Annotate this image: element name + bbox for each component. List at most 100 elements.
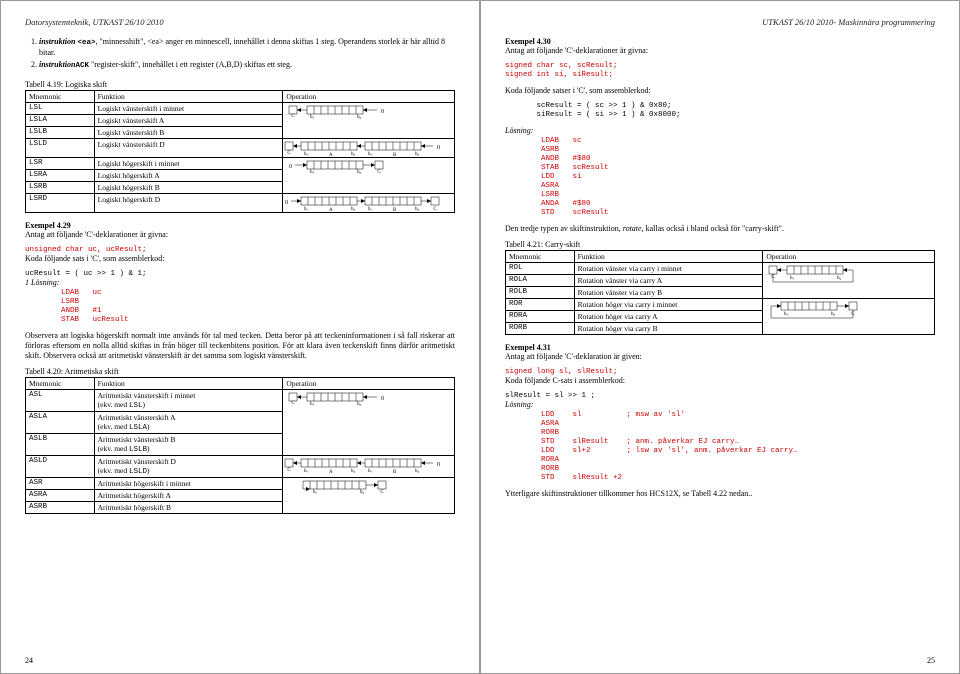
th: Funktion <box>94 90 283 102</box>
svg-text:0: 0 <box>381 396 384 402</box>
ex431-decl: signed long sl, slResult; <box>505 368 935 376</box>
svg-text:C: C <box>772 275 776 280</box>
svg-text:C: C <box>852 312 856 317</box>
svg-text:b₇: b₇ <box>310 402 315 406</box>
svg-text:b₀: b₀ <box>837 276 842 281</box>
svg-text:b₀: b₀ <box>357 170 362 174</box>
left-page: Datorsystemteknik, UTKAST 26/10 2010 ins… <box>0 0 480 674</box>
svg-text:B: B <box>393 208 397 212</box>
svg-text:0: 0 <box>437 145 440 151</box>
diagram-cell: 0 b₇Ab₀ b₇Bb₀ C <box>283 193 455 212</box>
page-num-right: 25 <box>927 656 935 665</box>
ex431-intro: Antag att följande 'C'-deklaration är gi… <box>505 352 935 362</box>
li-post: , "minnesshift", <ea> anger en minnescel… <box>39 37 445 57</box>
svg-text:C: C <box>288 468 292 473</box>
ex429-title: Exempel 4.29 <box>25 221 455 230</box>
asl-16-icon: C b₇Ab₀ b₇Bb₀ 0 <box>283 456 453 474</box>
ex430-code: LDAB sc ASRB ANDB #$80 STAB scResult LDD… <box>505 137 935 218</box>
svg-text:b₇: b₇ <box>368 207 373 212</box>
li-post: "register-skift", innehållet i ett regis… <box>89 60 292 69</box>
li-pre: instruktion <box>39 37 77 46</box>
svg-text:b₀: b₀ <box>351 152 356 157</box>
shift-left-16-icon: C b₇ Ab₀ b₇ Bb₀ 0 <box>283 139 453 157</box>
svg-text:C: C <box>434 207 438 212</box>
list-item: instruktionACK "register-skift", innehål… <box>39 60 455 71</box>
svg-text:C: C <box>292 401 296 406</box>
svg-text:B: B <box>393 153 397 157</box>
table-header: Mnemonic Funktion Operation <box>26 90 455 102</box>
svg-text:A: A <box>329 153 333 157</box>
ex430-los: Lösning: <box>505 126 935 135</box>
svg-text:b₀: b₀ <box>357 402 362 406</box>
table-421-caption: Tabell 4.21: Carry-skift <box>505 240 935 249</box>
ex429-intro: Antag att följande 'C'-deklarationer är … <box>25 230 455 240</box>
diagram-cell: C b₇ b₀ 0 <box>283 389 455 455</box>
svg-text:A: A <box>329 208 333 212</box>
svg-text:b₇: b₇ <box>784 312 789 317</box>
list-item: instruktion <ea>, "minnesshift", <ea> an… <box>39 37 455 58</box>
svg-text:b₀: b₀ <box>360 490 365 494</box>
rol-icon: C b₇b₀ <box>763 263 913 285</box>
diagram-cell: C b₇b₀ 0 <box>283 102 455 138</box>
li-kw: ACK <box>75 62 89 70</box>
th: Funktion <box>94 377 283 389</box>
svg-text:b₀: b₀ <box>415 207 420 212</box>
diagram-cell: b₇ b₀ C <box>763 299 935 335</box>
table-421: Mnemonic Funktion Operation ROLRotation … <box>505 250 935 335</box>
th: Mnemonic <box>506 251 575 263</box>
ex429-los: 1 Lösning: <box>25 278 455 287</box>
page-num-left: 24 <box>25 656 33 665</box>
table-419-caption: Tabell 4.19: Logiska skift <box>25 80 455 89</box>
svg-text:b₇: b₇ <box>304 152 309 157</box>
instr-list: instruktion <ea>, "minnesshift", <ea> an… <box>25 37 455 72</box>
ex429-code: LDAB uc LSRB ANDB #1 STAB ucResult <box>25 289 455 325</box>
th: Funktion <box>574 251 763 263</box>
right-page: UTKAST 26/10 2010- Maskinnära programmer… <box>480 0 960 674</box>
ex431-code: LDD sl ; msw av 'sl' ASRA RORB STD slRes… <box>505 411 935 483</box>
table-419: Mnemonic Funktion Operation LSLLogiskt v… <box>25 90 455 213</box>
table-420-caption: Tabell 4.20: Aritmetiska skift <box>25 367 455 376</box>
para-hcs12x: Ytterligare skiftinstruktioner tillkomme… <box>505 489 935 499</box>
svg-text:b₇: b₇ <box>368 152 373 157</box>
asl-8-icon: C b₇ b₀ 0 <box>283 390 433 406</box>
svg-text:b₇: b₇ <box>313 490 318 494</box>
para-observe: Observera att logiska högerskift normalt… <box>25 331 455 361</box>
svg-text:C: C <box>288 151 292 156</box>
svg-text:b₀: b₀ <box>351 469 356 474</box>
svg-text:0: 0 <box>289 164 292 170</box>
th: Operation <box>283 377 455 389</box>
svg-text:b₇: b₇ <box>304 469 309 474</box>
ex430-title: Exempel 4.30 <box>505 37 935 46</box>
svg-text:0: 0 <box>437 462 440 468</box>
th: Operation <box>763 251 935 263</box>
table-420: Mnemonic Funktion Operation ASLAritmetis… <box>25 377 455 514</box>
th: Mnemonic <box>26 90 95 102</box>
svg-text:b₇: b₇ <box>310 115 315 119</box>
header-right: UTKAST 26/10 2010- Maskinnära programmer… <box>505 17 935 27</box>
ror-icon: b₇ b₀ C <box>763 299 913 321</box>
svg-text:B: B <box>393 470 397 474</box>
svg-text:b₇: b₇ <box>310 170 315 174</box>
shift-right-16-icon: 0 b₇Ab₀ b₇Bb₀ C <box>283 194 453 212</box>
th: Operation <box>283 90 455 102</box>
ex431-title: Exempel 4.31 <box>505 343 935 352</box>
header-left: Datorsystemteknik, UTKAST 26/10 2010 <box>25 17 455 27</box>
ex431-intro2: Koda följande C-sats i assemblerkod: <box>505 376 935 386</box>
asr-8-icon: b₇b₀ C <box>283 478 433 494</box>
svg-text:b₀: b₀ <box>415 469 420 474</box>
ex431-stmt: slResult = sl >> 1 ; <box>505 392 935 400</box>
shift-left-8-icon: C b₇b₀ 0 <box>283 103 433 119</box>
ex430-decl: signed char sc, scResult; signed int si,… <box>505 62 935 80</box>
li-kw: <ea> <box>77 39 95 47</box>
svg-text:b₀: b₀ <box>831 312 836 317</box>
shift-right-8-icon: 0 b₇b₀ C <box>283 158 433 174</box>
ex430-intro: Antag att följande 'C'-deklarationer är … <box>505 46 935 56</box>
li-pre: instruktion <box>39 60 75 69</box>
svg-text:b₀: b₀ <box>415 152 420 157</box>
ex429-decl: unsigned char uc, ucResult; <box>25 246 455 254</box>
diagram-cell: C b₇b₀ <box>763 263 935 299</box>
para-rotate: Den tredje typen av skiftinstruktion, ro… <box>505 224 935 234</box>
ex430-intro2: Koda följande satser i 'C', som assemble… <box>505 86 935 96</box>
svg-text:b₀: b₀ <box>357 115 362 119</box>
svg-text:A: A <box>329 470 333 474</box>
